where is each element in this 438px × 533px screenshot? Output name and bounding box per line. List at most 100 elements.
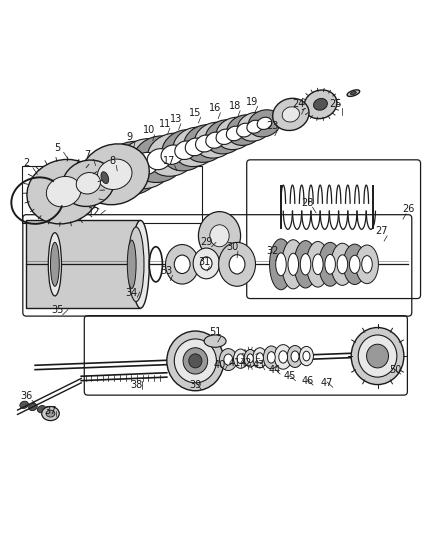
Text: 42: 42	[239, 358, 251, 368]
Ellipse shape	[237, 354, 244, 364]
Ellipse shape	[76, 173, 100, 194]
Ellipse shape	[246, 120, 262, 133]
Text: 2: 2	[23, 158, 29, 168]
Ellipse shape	[183, 348, 207, 374]
Ellipse shape	[256, 353, 263, 363]
Ellipse shape	[198, 212, 240, 260]
Text: 19: 19	[246, 97, 258, 107]
Ellipse shape	[185, 138, 205, 156]
Ellipse shape	[204, 335, 226, 348]
Text: 27: 27	[375, 227, 387, 236]
Ellipse shape	[219, 349, 237, 370]
Ellipse shape	[46, 176, 81, 207]
Ellipse shape	[62, 160, 114, 206]
Text: 7: 7	[85, 150, 91, 159]
Text: 37: 37	[44, 406, 57, 416]
Ellipse shape	[28, 403, 37, 410]
Ellipse shape	[247, 354, 253, 362]
Ellipse shape	[349, 255, 359, 273]
Text: 13: 13	[169, 115, 181, 124]
Text: 24: 24	[292, 99, 304, 109]
Text: 50: 50	[388, 365, 400, 375]
Text: 34: 34	[125, 288, 138, 298]
Ellipse shape	[161, 130, 209, 171]
Ellipse shape	[165, 245, 198, 284]
Ellipse shape	[193, 248, 219, 279]
Text: 28: 28	[300, 198, 313, 208]
Ellipse shape	[166, 331, 223, 391]
Ellipse shape	[304, 90, 336, 119]
Ellipse shape	[299, 346, 313, 366]
Ellipse shape	[293, 240, 316, 288]
Text: 40: 40	[213, 360, 225, 370]
Ellipse shape	[236, 123, 252, 137]
Ellipse shape	[173, 127, 217, 167]
Text: 38: 38	[130, 380, 142, 390]
Ellipse shape	[281, 240, 304, 289]
Ellipse shape	[313, 99, 327, 110]
Ellipse shape	[343, 244, 365, 285]
Ellipse shape	[267, 352, 275, 363]
Text: 12: 12	[88, 207, 100, 216]
Ellipse shape	[174, 141, 196, 159]
Ellipse shape	[278, 351, 287, 363]
Ellipse shape	[330, 243, 353, 285]
Text: 30: 30	[226, 242, 238, 252]
Ellipse shape	[282, 107, 299, 122]
Text: 8: 8	[109, 156, 115, 166]
Ellipse shape	[119, 156, 146, 180]
Ellipse shape	[223, 354, 232, 365]
Ellipse shape	[205, 132, 224, 148]
Ellipse shape	[346, 90, 359, 96]
Text: 15: 15	[189, 108, 201, 118]
Text: 41: 41	[228, 358, 240, 368]
Text: 16: 16	[208, 103, 221, 114]
Text: 43: 43	[252, 360, 265, 370]
Ellipse shape	[361, 256, 371, 273]
Text: 26: 26	[401, 205, 413, 214]
Text: 5: 5	[54, 143, 60, 153]
Ellipse shape	[318, 243, 341, 286]
Ellipse shape	[37, 406, 46, 413]
Text: 44: 44	[268, 365, 280, 375]
Ellipse shape	[355, 245, 378, 284]
Ellipse shape	[188, 354, 201, 368]
Ellipse shape	[257, 117, 271, 130]
Text: 9: 9	[126, 132, 132, 142]
Ellipse shape	[269, 239, 292, 290]
Ellipse shape	[237, 112, 271, 141]
Text: 51: 51	[208, 327, 221, 337]
Ellipse shape	[27, 159, 100, 224]
Text: 45: 45	[283, 372, 295, 381]
Text: 31: 31	[198, 257, 210, 267]
Ellipse shape	[252, 348, 266, 368]
Ellipse shape	[215, 117, 253, 150]
Ellipse shape	[183, 125, 226, 163]
Ellipse shape	[101, 172, 109, 183]
Ellipse shape	[247, 110, 280, 137]
Ellipse shape	[46, 410, 55, 417]
Ellipse shape	[366, 344, 388, 368]
Ellipse shape	[209, 225, 229, 247]
Ellipse shape	[117, 139, 174, 189]
Ellipse shape	[200, 257, 212, 270]
Ellipse shape	[132, 136, 186, 182]
Ellipse shape	[226, 126, 243, 141]
Ellipse shape	[324, 254, 335, 274]
Ellipse shape	[80, 144, 149, 205]
Text: 10: 10	[143, 125, 155, 135]
Ellipse shape	[290, 351, 298, 362]
Text: 17: 17	[162, 156, 175, 166]
Text: 23: 23	[265, 121, 278, 131]
Ellipse shape	[42, 407, 59, 421]
Ellipse shape	[218, 243, 255, 286]
Ellipse shape	[306, 241, 328, 287]
Ellipse shape	[128, 227, 144, 302]
Ellipse shape	[48, 233, 61, 296]
Ellipse shape	[263, 346, 279, 369]
Ellipse shape	[174, 339, 216, 383]
Ellipse shape	[244, 350, 256, 367]
Ellipse shape	[195, 135, 215, 152]
Text: 39: 39	[189, 380, 201, 390]
Ellipse shape	[286, 345, 302, 367]
